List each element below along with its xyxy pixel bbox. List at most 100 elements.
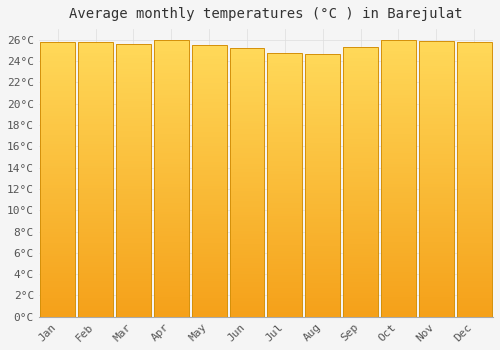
Bar <box>230 271 264 274</box>
Bar <box>268 256 302 259</box>
Bar <box>419 115 454 118</box>
Bar <box>381 156 416 159</box>
Bar <box>116 153 151 156</box>
Bar <box>78 160 113 163</box>
Bar <box>456 141 492 144</box>
Bar <box>343 101 378 104</box>
Bar <box>40 303 75 306</box>
Bar <box>419 195 454 198</box>
Bar <box>456 287 492 289</box>
Bar <box>78 223 113 226</box>
Bar <box>154 187 188 189</box>
Bar <box>116 96 151 99</box>
Bar <box>116 79 151 82</box>
Bar <box>154 48 188 51</box>
Bar <box>419 41 454 317</box>
Bar <box>230 118 264 121</box>
Bar <box>78 306 113 309</box>
Bar <box>40 100 75 102</box>
Bar <box>306 177 340 180</box>
Bar <box>381 78 416 81</box>
Bar <box>343 214 378 217</box>
Bar <box>419 286 454 289</box>
Bar <box>154 306 188 308</box>
Bar <box>40 188 75 190</box>
Bar <box>268 92 302 95</box>
Bar <box>230 145 264 148</box>
Bar <box>268 301 302 303</box>
Bar <box>381 220 416 223</box>
Bar <box>40 53 75 56</box>
Bar <box>268 119 302 121</box>
Bar <box>40 149 75 152</box>
Bar <box>192 173 226 175</box>
Bar <box>306 219 340 222</box>
Bar <box>192 99 226 102</box>
Bar <box>154 195 188 198</box>
Bar <box>343 71 378 74</box>
Bar <box>306 93 340 96</box>
Bar <box>456 278 492 281</box>
Bar <box>268 153 302 156</box>
Bar <box>381 167 416 170</box>
Bar <box>456 295 492 298</box>
Bar <box>343 252 378 255</box>
Bar <box>306 230 340 232</box>
Bar <box>419 295 454 298</box>
Bar <box>78 111 113 113</box>
Bar <box>230 244 264 247</box>
Bar <box>419 270 454 273</box>
Bar <box>343 106 378 109</box>
Bar <box>116 248 151 251</box>
Bar <box>116 60 151 63</box>
Bar <box>154 139 188 142</box>
Bar <box>456 160 492 163</box>
Bar <box>78 287 113 289</box>
Bar <box>343 279 378 282</box>
Bar <box>343 274 378 276</box>
Bar <box>116 191 151 194</box>
Bar <box>268 124 302 126</box>
Bar <box>78 240 113 243</box>
Bar <box>268 61 302 63</box>
Bar <box>456 75 492 78</box>
Bar <box>456 50 492 53</box>
Bar <box>419 273 454 275</box>
Bar <box>230 220 264 223</box>
Bar <box>78 289 113 292</box>
Bar <box>40 201 75 204</box>
Bar <box>268 140 302 142</box>
Bar <box>40 176 75 179</box>
Bar <box>230 116 264 118</box>
Bar <box>268 121 302 124</box>
Bar <box>306 206 340 209</box>
Bar <box>230 266 264 268</box>
Bar <box>154 217 188 220</box>
Bar <box>154 214 188 217</box>
Bar <box>456 284 492 287</box>
Bar <box>40 133 75 135</box>
Bar <box>40 281 75 284</box>
Bar <box>154 78 188 81</box>
Bar <box>268 187 302 190</box>
Bar <box>78 80 113 83</box>
Bar <box>381 128 416 131</box>
Bar <box>419 168 454 170</box>
Bar <box>456 188 492 190</box>
Bar <box>343 141 378 144</box>
Bar <box>78 220 113 223</box>
Bar <box>343 96 378 98</box>
Bar <box>381 289 416 292</box>
Bar <box>192 238 226 241</box>
Bar <box>78 210 113 212</box>
Bar <box>78 97 113 100</box>
Bar <box>419 237 454 239</box>
Bar <box>230 156 264 158</box>
Bar <box>116 240 151 243</box>
Bar <box>381 295 416 298</box>
Bar <box>40 190 75 193</box>
Bar <box>306 54 340 56</box>
Bar <box>192 105 226 107</box>
Bar <box>343 122 378 125</box>
Bar <box>40 287 75 289</box>
